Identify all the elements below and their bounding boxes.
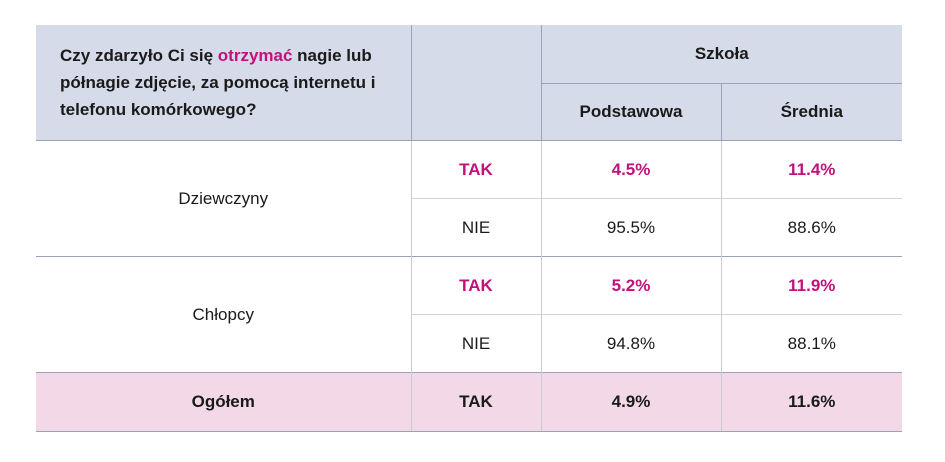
total-label: Ogółem bbox=[36, 372, 411, 432]
table-row: Dziewczyny TAK 4.5% 11.4% bbox=[36, 140, 903, 257]
table-row: Chłopcy TAK 5.2% 11.9% bbox=[36, 256, 903, 373]
value-podstawowa: 95.5% bbox=[540, 198, 721, 257]
answer-header-empty bbox=[410, 25, 541, 141]
value-srednia: 11.9% bbox=[720, 256, 903, 315]
question-text-start: Czy zdarzyło Ci się bbox=[60, 46, 218, 65]
total-value-podstawowa: 4.9% bbox=[540, 372, 721, 432]
col-header-srednia: Średnia bbox=[720, 83, 903, 141]
value-srednia: 88.1% bbox=[720, 314, 903, 373]
question-highlight: otrzymać bbox=[217, 46, 293, 65]
value-podstawowa: 94.8% bbox=[540, 314, 721, 373]
answer-label: TAK bbox=[410, 140, 541, 199]
group-label-dziewczyny: Dziewczyny bbox=[36, 140, 411, 257]
value-srednia: 11.4% bbox=[720, 140, 903, 199]
total-row: Ogółem TAK 4.9% 11.6% bbox=[36, 372, 903, 432]
school-group-header: Szkoła bbox=[540, 25, 903, 84]
group-label-chlopcy: Chłopcy bbox=[36, 256, 411, 373]
results-table: Czy zdarzyło Ci się otrzymać nagie lub p… bbox=[36, 25, 903, 432]
header-row-2: Podstawowa Średnia bbox=[36, 83, 903, 141]
value-podstawowa: 4.5% bbox=[540, 140, 721, 199]
table-row: NIE 95.5% 88.6% bbox=[36, 198, 903, 257]
results-table-container: Czy zdarzyło Ci się otrzymać nagie lub p… bbox=[36, 25, 903, 432]
total-answer-label: TAK bbox=[410, 372, 541, 432]
total-value-srednia: 11.6% bbox=[720, 372, 903, 432]
table-row: NIE 94.8% 88.1% bbox=[36, 314, 903, 373]
header-row-1: Czy zdarzyło Ci się otrzymać nagie lub p… bbox=[36, 25, 903, 141]
value-srednia: 88.6% bbox=[720, 198, 903, 257]
answer-label: NIE bbox=[410, 198, 541, 257]
question-text-end: nagie lub półnagie zdjęcie, za pomocą in… bbox=[60, 46, 376, 119]
col-header-podstawowa: Podstawowa bbox=[540, 83, 721, 141]
question-header: Czy zdarzyło Ci się otrzymać nagie lub p… bbox=[36, 25, 411, 141]
value-podstawowa: 5.2% bbox=[540, 256, 721, 315]
answer-label: TAK bbox=[410, 256, 541, 315]
answer-label: NIE bbox=[410, 314, 541, 373]
